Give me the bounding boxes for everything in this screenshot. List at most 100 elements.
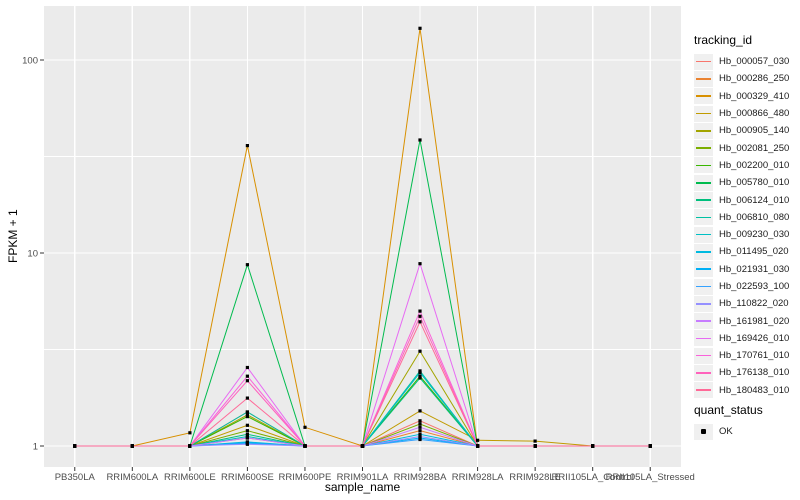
legend-entry: Hb_009230_030 bbox=[694, 226, 789, 243]
legend-entry: Hb_005780_010 bbox=[694, 174, 789, 191]
legend-entry-label: Hb_000057_030 bbox=[719, 56, 790, 68]
data-point bbox=[188, 431, 192, 435]
legend-key-box bbox=[694, 364, 713, 381]
legend-key-box bbox=[694, 174, 713, 191]
x-tick-label: RRIM928LA bbox=[452, 472, 504, 483]
legend-entry-label: Hb_021931_030 bbox=[719, 263, 790, 275]
data-point bbox=[245, 365, 249, 370]
legend-entry: Hb_169426_010 bbox=[694, 330, 789, 347]
legend-entry-label: Hb_170761_010 bbox=[719, 350, 790, 362]
x-tick-label: RRIM600SE bbox=[221, 472, 274, 483]
legend-key-box bbox=[694, 53, 713, 70]
data-point bbox=[245, 415, 249, 419]
legend-key-box bbox=[694, 88, 713, 105]
legend-entry: Hb_176138_010 bbox=[694, 364, 789, 381]
legend-entry-label: Hb_002081_250 bbox=[719, 142, 790, 154]
legend-key-box bbox=[694, 122, 713, 139]
legend-quant-status: quant_status OK bbox=[694, 403, 763, 440]
data-point bbox=[418, 374, 422, 378]
data-point bbox=[418, 309, 422, 313]
x-tick-label: RRII105LA_Stressed bbox=[606, 472, 695, 483]
data-point bbox=[245, 144, 249, 148]
legend-key-box bbox=[694, 140, 713, 157]
legend-entry: Hb_110822_020 bbox=[694, 295, 789, 312]
legend-entry-label: Hb_000286_250 bbox=[719, 73, 790, 85]
x-axis-title: sample_name bbox=[324, 480, 401, 494]
data-point bbox=[245, 423, 249, 427]
legend-key-line-icon bbox=[696, 112, 711, 115]
data-point bbox=[533, 444, 537, 448]
legend-key-box bbox=[694, 382, 713, 399]
legend-entry: Hb_000905_140 bbox=[694, 122, 789, 139]
data-point bbox=[418, 434, 422, 439]
data-point bbox=[130, 444, 134, 448]
legend-key-box bbox=[694, 295, 713, 312]
data-point bbox=[418, 371, 422, 375]
data-point bbox=[303, 444, 307, 448]
legend-tracking-id: tracking_id Hb_000057_030 Hb_000286_250 Hb… bbox=[694, 33, 789, 399]
legend-key-line-icon bbox=[696, 268, 711, 270]
legend-entry: Hb_002200_010 bbox=[694, 157, 789, 174]
ok-point-icon bbox=[701, 429, 706, 435]
x-tick-label: RRIM600LE bbox=[164, 472, 216, 483]
legend-key-line-icon bbox=[696, 130, 711, 132]
legend-entry-label: Hb_022593_100 bbox=[719, 281, 790, 292]
data-point bbox=[245, 263, 249, 267]
legend-entry: Hb_021931_030 bbox=[694, 261, 789, 278]
legend-entry: Hb_000329_410 bbox=[694, 88, 789, 105]
legend-entry-label: Hb_176138_010 bbox=[719, 367, 790, 379]
legend-key-line-icon bbox=[696, 199, 711, 201]
data-point bbox=[73, 444, 77, 448]
data-point bbox=[418, 349, 422, 353]
legend-key-line-icon bbox=[696, 233, 711, 236]
data-point bbox=[303, 425, 307, 429]
legend-entry-label: Hb_006124_010 bbox=[719, 194, 790, 206]
legend-entry-label: Hb_000866_480 bbox=[719, 108, 790, 120]
legend-key-box bbox=[694, 261, 713, 278]
data-point bbox=[418, 262, 422, 266]
legend-entry-label: Hb_000905_140 bbox=[719, 125, 790, 137]
data-point bbox=[648, 444, 652, 448]
y-tick-label: 1 bbox=[33, 441, 38, 452]
legend-entry: Hb_006810_080 bbox=[694, 209, 789, 226]
data-point bbox=[418, 437, 422, 442]
legend-entry-label: Hb_161981_020 bbox=[719, 315, 790, 327]
data-point bbox=[418, 320, 422, 324]
legend-key-box bbox=[694, 330, 713, 347]
legend-key-box bbox=[694, 70, 713, 87]
legend-entry: Hb_002081_250 bbox=[694, 139, 790, 157]
legend-entry-label: Hb_110822_020 bbox=[719, 298, 789, 310]
legend-entry-label: OK bbox=[719, 426, 733, 438]
legend-entry: Hb_000057_030 bbox=[694, 53, 789, 70]
x-tick-label: RRII105LA_Control bbox=[551, 472, 633, 483]
data-point bbox=[418, 314, 422, 318]
legend-entry: Hb_000286_250 bbox=[694, 70, 789, 87]
legend-key-box bbox=[694, 105, 713, 122]
data-point bbox=[476, 444, 480, 448]
data-point bbox=[418, 409, 422, 413]
legend-entry: Hb_161981_020 bbox=[694, 312, 790, 330]
data-point bbox=[188, 444, 192, 448]
data-point bbox=[591, 444, 595, 448]
data-point bbox=[418, 425, 422, 429]
data-point bbox=[418, 432, 422, 436]
data-point bbox=[533, 439, 537, 443]
data-point bbox=[245, 429, 249, 433]
y-tick-label: 10 bbox=[27, 248, 38, 259]
legend-entry-label: Hb_180483_010 bbox=[719, 384, 790, 396]
legend-key-line-icon bbox=[696, 320, 711, 322]
legend-entry-label: Hb_002200_010 bbox=[719, 159, 790, 171]
x-tick-label: RRIM928LE bbox=[509, 472, 561, 483]
legend-title-tracking-id: tracking_id bbox=[694, 33, 753, 47]
data-point bbox=[245, 379, 249, 383]
legend-entry-label: Hb_005780_010 bbox=[719, 177, 790, 189]
legend-key-line-icon bbox=[696, 216, 711, 219]
legend-key-box bbox=[694, 347, 713, 364]
data-point bbox=[418, 422, 422, 426]
data-point bbox=[418, 26, 422, 30]
legend-key-line-icon bbox=[696, 60, 711, 63]
data-point bbox=[245, 374, 249, 378]
data-point bbox=[245, 436, 249, 440]
